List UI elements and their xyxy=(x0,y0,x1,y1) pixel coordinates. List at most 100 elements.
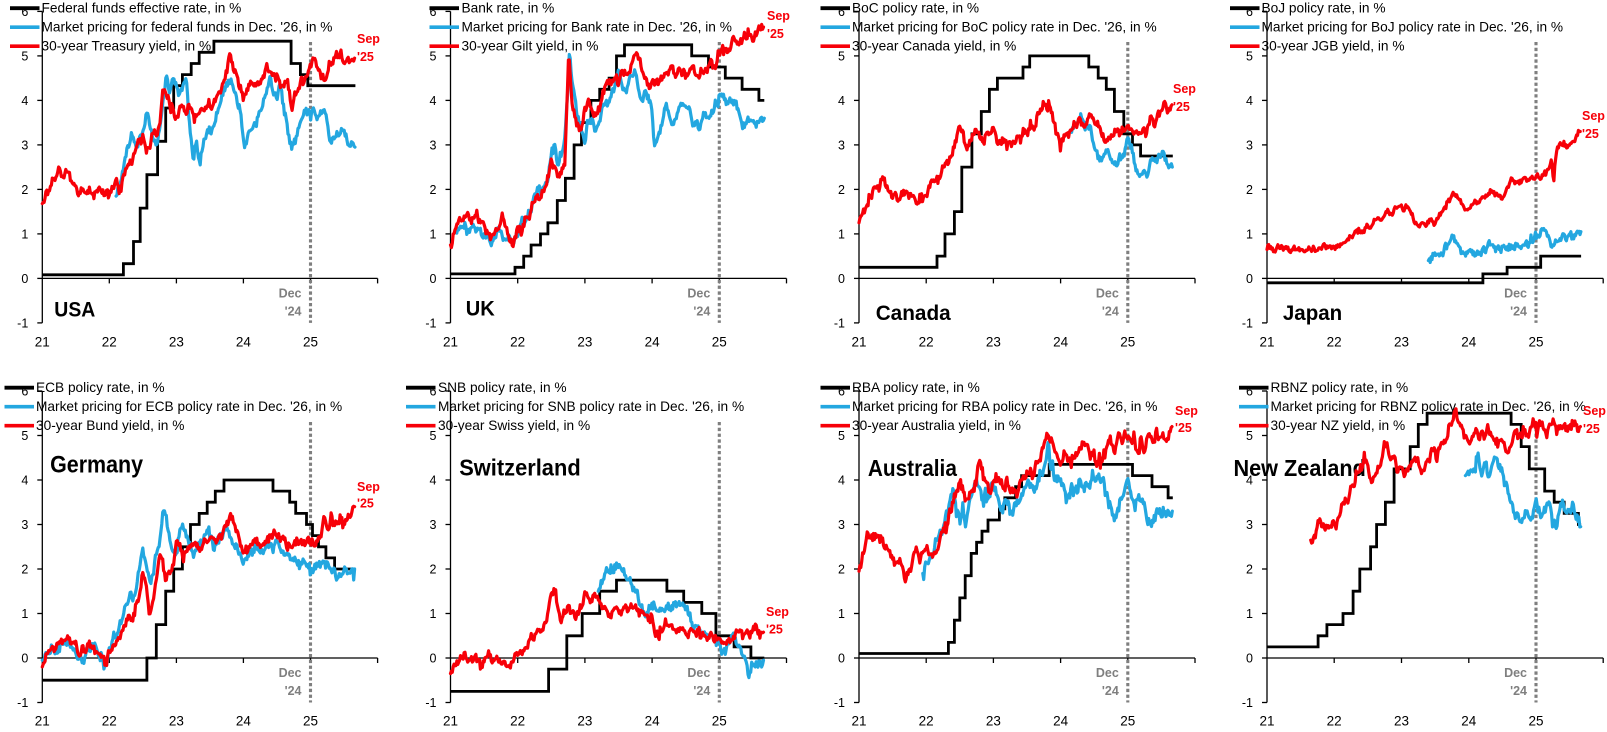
svg-text:0: 0 xyxy=(1246,272,1253,286)
svg-text:'25: '25 xyxy=(1583,422,1600,436)
svg-text:30-year Australia yield, in %: 30-year Australia yield, in % xyxy=(852,418,1021,433)
svg-text:4: 4 xyxy=(838,94,845,108)
svg-text:Bank rate, in %: Bank rate, in % xyxy=(462,1,555,16)
svg-text:Canada: Canada xyxy=(876,301,952,325)
svg-text:22: 22 xyxy=(102,714,117,729)
svg-text:Dec: Dec xyxy=(1504,666,1527,680)
svg-text:New Zealand: New Zealand xyxy=(1234,455,1366,481)
svg-text:SNB policy rate, in %: SNB policy rate, in % xyxy=(438,380,567,395)
svg-text:'25: '25 xyxy=(767,27,784,41)
svg-text:'25: '25 xyxy=(357,497,374,511)
svg-text:Dec: Dec xyxy=(1096,287,1119,301)
svg-text:2: 2 xyxy=(1246,183,1253,197)
svg-text:4: 4 xyxy=(1246,473,1253,487)
svg-text:22: 22 xyxy=(102,335,117,350)
svg-text:6: 6 xyxy=(838,5,845,19)
svg-text:5: 5 xyxy=(430,49,437,63)
svg-text:21: 21 xyxy=(1259,714,1274,729)
svg-text:30-year Treasury yield, in %: 30-year Treasury yield, in % xyxy=(42,39,212,54)
svg-text:6: 6 xyxy=(1246,384,1253,398)
svg-text:22: 22 xyxy=(510,714,525,729)
svg-text:3: 3 xyxy=(1246,518,1253,532)
svg-text:'24: '24 xyxy=(693,305,710,319)
svg-text:23: 23 xyxy=(986,714,1001,729)
svg-text:Sep: Sep xyxy=(767,9,790,23)
svg-text:4: 4 xyxy=(1246,94,1253,108)
svg-text:'25: '25 xyxy=(1582,127,1599,141)
svg-text:6: 6 xyxy=(430,5,437,19)
svg-text:1: 1 xyxy=(838,607,845,621)
svg-text:Dec: Dec xyxy=(1504,287,1527,301)
svg-text:5: 5 xyxy=(430,429,437,443)
svg-text:4: 4 xyxy=(21,94,28,108)
svg-text:25: 25 xyxy=(1120,714,1135,729)
svg-text:30-year Canada yield, in %: 30-year Canada yield, in % xyxy=(852,39,1016,54)
svg-text:4: 4 xyxy=(21,473,28,487)
svg-text:Germany: Germany xyxy=(50,452,144,479)
svg-text:'25: '25 xyxy=(1173,100,1190,114)
svg-text:25: 25 xyxy=(712,335,727,350)
svg-text:4: 4 xyxy=(430,473,437,487)
svg-text:'25: '25 xyxy=(357,50,374,64)
svg-text:24: 24 xyxy=(645,335,661,350)
svg-text:1: 1 xyxy=(1246,607,1253,621)
svg-text:0: 0 xyxy=(21,272,28,286)
svg-text:Dec: Dec xyxy=(1096,666,1119,680)
svg-text:2: 2 xyxy=(1246,562,1253,576)
svg-text:Sep: Sep xyxy=(766,605,789,619)
svg-text:Australia: Australia xyxy=(868,455,958,481)
svg-text:'24: '24 xyxy=(1102,684,1119,698)
svg-text:25: 25 xyxy=(303,714,318,729)
svg-text:25: 25 xyxy=(303,335,318,350)
svg-text:'24: '24 xyxy=(1102,305,1119,319)
svg-text:3: 3 xyxy=(430,138,437,152)
svg-text:-1: -1 xyxy=(17,696,28,710)
svg-text:3: 3 xyxy=(21,138,28,152)
svg-text:1: 1 xyxy=(838,227,845,241)
svg-text:21: 21 xyxy=(1259,335,1274,350)
svg-text:5: 5 xyxy=(1246,429,1253,443)
svg-text:30-year JGB yield, in %: 30-year JGB yield, in % xyxy=(1262,39,1405,54)
svg-text:6: 6 xyxy=(21,5,28,19)
svg-text:Market pricing for BoC policy: Market pricing for BoC policy rate in De… xyxy=(852,20,1157,35)
svg-text:5: 5 xyxy=(1246,49,1253,63)
svg-text:30-year NZ yield, in %: 30-year NZ yield, in % xyxy=(1271,418,1406,433)
svg-text:23: 23 xyxy=(169,335,184,350)
svg-text:Dec: Dec xyxy=(687,666,710,680)
svg-text:Market pricing for RBA policy: Market pricing for RBA policy rate in De… xyxy=(852,399,1157,414)
svg-text:24: 24 xyxy=(1461,714,1477,729)
svg-text:3: 3 xyxy=(21,518,28,532)
svg-text:4: 4 xyxy=(838,473,845,487)
svg-text:22: 22 xyxy=(1327,714,1342,729)
svg-text:21: 21 xyxy=(35,335,50,350)
svg-text:22: 22 xyxy=(919,335,934,350)
svg-text:Dec: Dec xyxy=(687,287,710,301)
svg-text:-1: -1 xyxy=(1242,696,1253,710)
svg-text:23: 23 xyxy=(577,714,592,729)
svg-text:3: 3 xyxy=(1246,138,1253,152)
svg-text:24: 24 xyxy=(1053,714,1069,729)
svg-text:0: 0 xyxy=(1246,651,1253,665)
svg-text:Sep: Sep xyxy=(1582,109,1605,123)
svg-text:25: 25 xyxy=(1528,335,1543,350)
svg-text:RBA policy rate, in %: RBA policy rate, in % xyxy=(852,380,980,395)
svg-text:2: 2 xyxy=(838,183,845,197)
svg-text:21: 21 xyxy=(851,714,866,729)
svg-text:30-year Gilt yield, in %: 30-year Gilt yield, in % xyxy=(462,39,599,54)
svg-text:2: 2 xyxy=(838,562,845,576)
svg-text:23: 23 xyxy=(169,714,184,729)
svg-text:21: 21 xyxy=(851,335,866,350)
svg-text:Market pricing for ECB policy: Market pricing for ECB policy rate in De… xyxy=(36,399,342,414)
svg-text:30-year Bund yield, in %: 30-year Bund yield, in % xyxy=(36,418,184,433)
svg-text:2: 2 xyxy=(21,562,28,576)
svg-text:-1: -1 xyxy=(1242,316,1253,330)
svg-text:25: 25 xyxy=(712,714,727,729)
svg-text:RBNZ policy rate, in %: RBNZ policy rate, in % xyxy=(1271,380,1409,395)
svg-text:Sep: Sep xyxy=(1583,404,1606,418)
svg-text:-1: -1 xyxy=(834,316,845,330)
svg-text:6: 6 xyxy=(1246,5,1253,19)
svg-text:25: 25 xyxy=(1120,335,1135,350)
svg-text:2: 2 xyxy=(430,183,437,197)
svg-text:0: 0 xyxy=(430,651,437,665)
svg-text:Market pricing for SNB policy: Market pricing for SNB policy rate in De… xyxy=(438,399,744,414)
